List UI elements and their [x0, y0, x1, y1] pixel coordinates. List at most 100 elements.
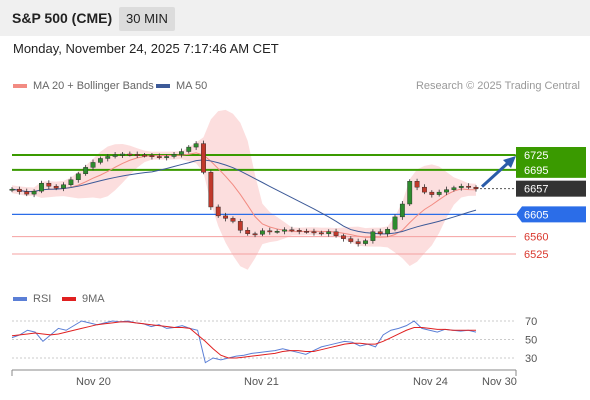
- resistance-tag-block: [516, 147, 586, 178]
- candle-body: [186, 146, 192, 152]
- candle-body: [414, 181, 420, 188]
- price-levels: [12, 154, 516, 255]
- price-tag-label: 6695: [524, 165, 548, 177]
- candle-body: [31, 190, 37, 195]
- timeframe-badge[interactable]: 30 MIN: [119, 7, 175, 31]
- candle-body: [267, 230, 273, 233]
- price-tag-label: 6605: [524, 209, 548, 221]
- current-price-tag: [516, 180, 586, 197]
- rsi-tick-label: 50: [525, 335, 537, 347]
- candle-body: [39, 183, 44, 192]
- forecast-arrow-shaft: [480, 161, 510, 188]
- candle-body: [260, 230, 265, 235]
- forecast-arrow: [480, 156, 516, 188]
- ma50-line: [11, 159, 477, 235]
- legend-ma50: MA 50: [156, 80, 207, 92]
- candle-body: [237, 221, 243, 231]
- chart-datetime: Monday, November 24, 2025 7:17:46 AM CET: [13, 41, 279, 56]
- candle-body: [245, 230, 251, 234]
- candle-body: [112, 154, 118, 157]
- candle-body: [223, 215, 228, 219]
- candle-body: [363, 240, 368, 244]
- candle-body: [429, 191, 435, 195]
- candle-body: [171, 154, 177, 157]
- legend-swatch-ma50: [156, 84, 170, 88]
- candle-body: [282, 229, 287, 232]
- candle-body: [444, 189, 449, 193]
- candle-body: [473, 186, 479, 189]
- candles: [9, 140, 479, 247]
- rsi-9ma-line: [11, 321, 476, 359]
- legend-ma20-bb: MA 20 + Bollinger Bands: [13, 80, 154, 92]
- legend-label-9ma: 9MA: [82, 293, 105, 305]
- x-axis: [11, 369, 517, 376]
- x-tick-label: Nov 30: [482, 376, 517, 388]
- candle-body: [97, 158, 103, 163]
- candle-body: [230, 218, 236, 222]
- candle-body: [24, 191, 30, 195]
- candle-body: [120, 153, 125, 156]
- candle-body: [16, 188, 22, 192]
- candle-body: [451, 187, 457, 190]
- legend-label-ma50: MA 50: [176, 80, 208, 92]
- x-tick-label: Nov 24: [413, 376, 448, 388]
- legend-9ma: 9MA: [62, 293, 105, 305]
- candle-body: [392, 216, 398, 230]
- price-tag-label: 6725: [524, 150, 548, 162]
- legend-label-ma20: MA 20 + Bollinger Bands: [33, 80, 154, 92]
- candle-body: [83, 167, 89, 175]
- price-tags: 6725 6695 6657 6605 6560 6525: [510, 147, 586, 261]
- candle-body: [142, 154, 147, 157]
- legend-swatch-9ma: [62, 297, 76, 301]
- rsi-tick-label: 70: [525, 316, 537, 328]
- candle-body: [61, 184, 66, 189]
- candle-body: [304, 231, 310, 233]
- candle-body: [318, 232, 324, 235]
- support-tag: [516, 206, 586, 223]
- price-tag-label: 6657: [524, 184, 548, 196]
- candle-body: [156, 156, 162, 158]
- x-tick-label: Nov 20: [76, 376, 111, 388]
- candle-body: [215, 206, 221, 217]
- bollinger-fill: [12, 109, 476, 270]
- candle-body: [385, 229, 391, 234]
- price-tag-label: 6525: [524, 249, 548, 261]
- candle-body: [333, 231, 339, 236]
- chart-header: [0, 0, 590, 36]
- legend-rsi: RSI: [13, 293, 51, 305]
- candle-body: [46, 183, 52, 187]
- price-tag-label: 6560: [524, 232, 548, 244]
- moving-averages: [11, 152, 477, 238]
- x-tick-label: Nov 21: [244, 376, 279, 388]
- candle-body: [399, 203, 405, 218]
- candle-body: [311, 231, 317, 234]
- candle-body: [75, 173, 81, 180]
- candle-body: [134, 154, 140, 156]
- candle-body: [274, 231, 280, 233]
- candle-body: [326, 231, 332, 234]
- candle-body: [370, 231, 376, 241]
- candle-body: [127, 153, 133, 156]
- candle-body: [458, 185, 464, 188]
- candle-body: [164, 156, 170, 158]
- candle-body: [436, 191, 442, 195]
- candle-body: [105, 156, 111, 159]
- legend-swatch-rsi: [13, 297, 27, 301]
- rsi-tick-label: 30: [525, 353, 537, 365]
- legend-swatch-ma20: [13, 84, 27, 88]
- candle-body: [178, 151, 184, 155]
- forecast-arrow-head: [503, 156, 516, 168]
- candle-body: [341, 235, 346, 239]
- instrument-title: S&P 500 (CME): [12, 10, 113, 26]
- candle-body: [9, 188, 15, 191]
- candle-body: [407, 181, 413, 205]
- candle-body: [90, 162, 96, 168]
- candle-body: [377, 231, 383, 234]
- candle-body: [208, 172, 214, 208]
- candle-body: [422, 186, 427, 193]
- rsi-line: [11, 320, 477, 364]
- candle-body: [149, 155, 155, 157]
- bollinger-band: [12, 109, 476, 270]
- candle-body: [252, 233, 258, 236]
